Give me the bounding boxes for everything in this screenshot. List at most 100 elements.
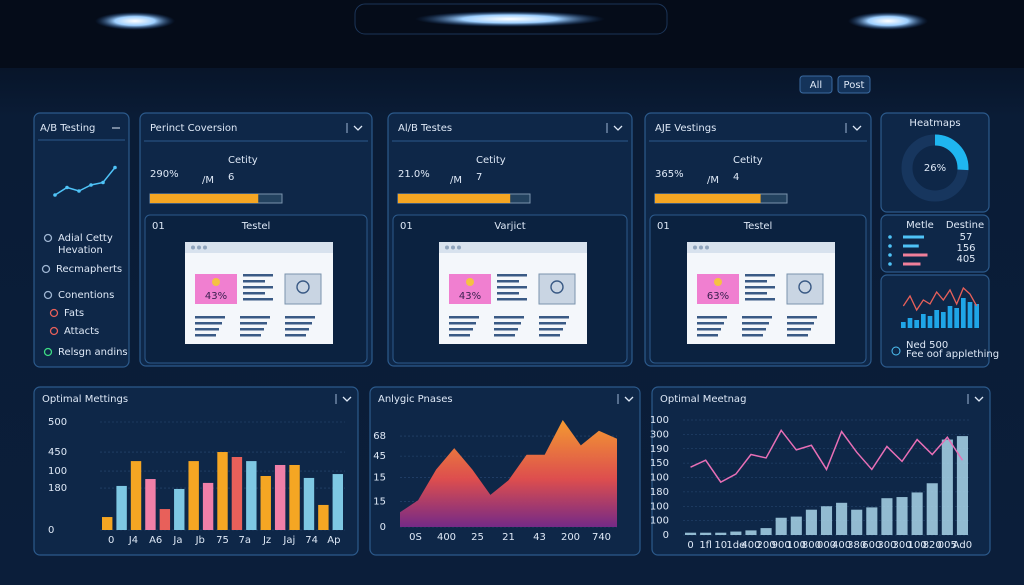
button-label[interactable]: Post [844,80,865,91]
nav-item[interactable]: Adial Cetty [58,233,113,244]
x-tick-label: 380 [847,540,866,551]
mock-text [787,322,814,325]
bar [881,498,893,535]
metric-value: 365% [655,169,684,180]
mock-dot [203,245,207,250]
bar [289,464,300,530]
metric-unit: /M [202,175,214,186]
bar [274,464,286,530]
toolbar-button[interactable] [837,75,871,94]
bar [318,504,329,530]
mock-text [285,322,312,325]
avatar-icon [296,280,310,294]
mock-text [285,334,306,337]
ceiling-light [848,12,928,30]
nav-item[interactable]: Recmapherts [56,264,122,275]
nav-item[interactable]: Attacts [64,326,99,337]
level-dot [888,262,892,266]
mock-dot [197,245,201,250]
bar [188,461,199,530]
bar [730,531,742,535]
y-tick-label: 100 [48,466,67,477]
mock-text [497,274,527,277]
mock-text [697,328,721,331]
trend-point [101,180,105,185]
y-tick-label: 450 [48,447,67,458]
card-index: 01 [400,221,413,232]
chart-title: Optimal Meetnag [660,394,746,405]
badge: 43% [459,291,481,302]
x-tick-label: 800 [802,540,821,551]
donut-arc [901,134,969,202]
metric-label: Cetity [228,155,258,166]
line [690,428,964,484]
bar [836,502,848,535]
bar [145,479,156,530]
y-tick-label: 15 [373,473,386,484]
mock-text [195,322,222,325]
mini-bar [934,310,939,328]
mock-text [449,322,476,325]
mini-bar [941,312,946,328]
x-tick-label: 200 [757,540,776,551]
bar [332,474,343,530]
mock-text [243,274,273,277]
level-dot [888,244,892,248]
mock-text [697,322,724,325]
mock-text [243,298,273,301]
mock-text [494,334,515,337]
y-tick-label: 500 [48,417,67,428]
trend-point [53,193,57,197]
dropdown-toggle[interactable] [974,396,984,402]
dropdown-toggle[interactable] [353,125,363,131]
y-tick-label: 0 [380,522,386,533]
panel-title: AJE Vestings [655,123,716,134]
dropdown-toggle[interactable] [852,125,862,131]
toolbar-button[interactable] [799,75,833,94]
mini-bar [967,302,973,328]
trend-point [89,183,93,187]
x-tick-label: 0S [409,532,422,543]
mock-text [745,292,767,295]
badge: 43% [205,291,227,302]
x-tick-label: 740 [592,532,611,543]
bar [775,517,787,535]
mock-text [285,316,315,319]
mock-text [195,328,219,331]
x-tick-label: 100 [908,540,927,551]
dropdown-toggle[interactable] [613,125,623,131]
badge: 63% [707,291,729,302]
bar [116,485,127,530]
x-tick-label: 100 [787,540,806,551]
ceiling-light [95,12,175,30]
metric-count: 7 [476,172,482,183]
nav-item[interactable]: Relsgn andins [58,347,128,358]
mock-text [240,316,270,319]
mini-bar [914,320,919,328]
nav-item[interactable]: Hevation [58,245,103,256]
donut-label: 26% [924,163,946,174]
bar [851,509,863,535]
progress-fill [655,194,761,203]
x-tick-label: 21 [502,532,515,543]
level-bar [903,253,928,257]
bar [956,436,968,535]
x-tick-label: 900 [772,540,791,551]
card-title: Varjict [494,221,525,232]
bar [866,507,878,535]
level-bar [903,235,924,239]
dropdown-toggle[interactable] [624,396,634,402]
trend-point [113,165,117,170]
bar [911,492,923,535]
mini-bar [921,314,926,328]
nav-item[interactable]: Conentions [58,290,114,301]
nav-item[interactable]: Fats [64,308,84,319]
x-tick-label: 1de [726,540,745,551]
y-tick-label: 0 [48,525,54,536]
column-header: Destine [946,220,984,231]
dropdown-toggle[interactable] [342,396,352,402]
bar [303,477,315,530]
chart-title: Optimal Mettings [42,394,128,405]
button-label[interactable]: All [810,80,822,91]
bar [102,517,113,530]
